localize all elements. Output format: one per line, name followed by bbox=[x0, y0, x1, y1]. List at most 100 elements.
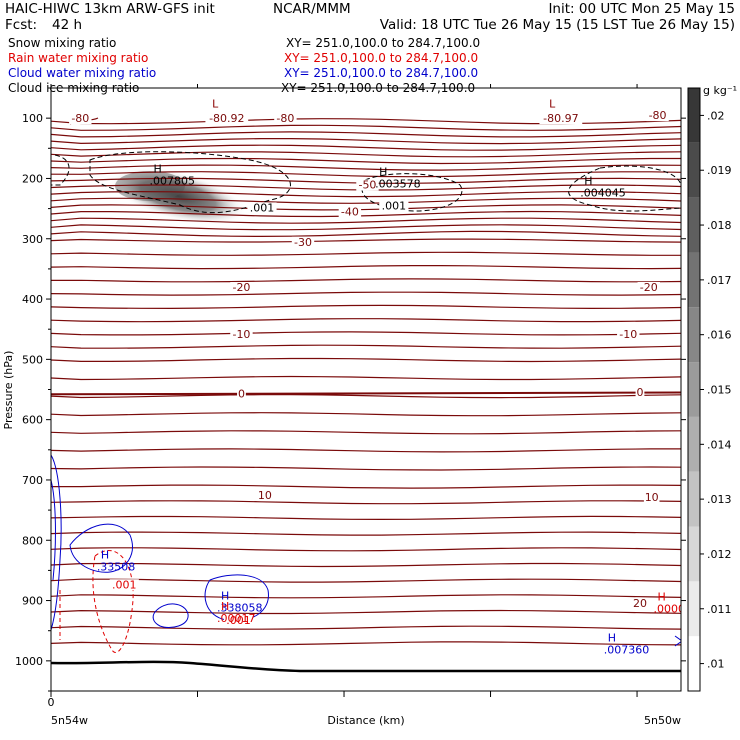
isotherm-line bbox=[51, 138, 681, 145]
isotherm-label-bg bbox=[338, 206, 362, 218]
colorbar-segment bbox=[688, 581, 700, 637]
isotherm-label: -80.92 bbox=[209, 112, 244, 125]
colorbar-segment bbox=[688, 636, 700, 691]
extremum-value: .00017 bbox=[217, 612, 256, 625]
y-tick-label: 900 bbox=[22, 595, 43, 608]
extremum-marker-H: H bbox=[608, 632, 616, 645]
y-axis-label: Pressure (hPa) bbox=[2, 351, 15, 430]
colorbar-unit: g kg⁻¹ bbox=[703, 84, 737, 97]
cloud-water-contour-2 bbox=[51, 479, 56, 581]
contour-value-label: .001 bbox=[250, 201, 275, 214]
extremum-marker-H: H bbox=[221, 600, 229, 613]
rain-water-contours bbox=[59, 550, 134, 653]
isotherm-line bbox=[51, 224, 681, 231]
isotherm-line bbox=[51, 304, 681, 310]
colorbar-tick-label: .014 bbox=[707, 438, 732, 451]
isotherm-line bbox=[51, 238, 681, 243]
snow-shading bbox=[109, 167, 247, 225]
isotherm-label: -80.97 bbox=[543, 112, 578, 125]
isotherm-line bbox=[51, 466, 681, 471]
colorbar-segment bbox=[688, 252, 700, 308]
isotherm-line bbox=[51, 641, 681, 646]
isotherm-label-bg bbox=[635, 386, 645, 398]
isotherm-line bbox=[51, 151, 681, 158]
isotherm-label-bg bbox=[646, 110, 669, 122]
extremum-marker-L: L bbox=[212, 97, 219, 110]
isotherm-line bbox=[51, 171, 681, 178]
contour-value-label: .001 bbox=[382, 200, 407, 213]
header-center: NCAR/MMM bbox=[273, 1, 351, 17]
header-fcst-label: Fcst: bbox=[5, 17, 37, 33]
isotherm-zero bbox=[51, 391, 681, 396]
isotherm-line bbox=[51, 531, 681, 536]
cloud-water-contour-5 bbox=[152, 603, 189, 628]
header-valid: Valid: 18 UTC Tue 26 May 15 (15 LST Tue … bbox=[380, 17, 735, 33]
colorbar-segment bbox=[688, 88, 700, 143]
colorbar-segment bbox=[688, 307, 700, 363]
extremum-value: .33508 bbox=[97, 560, 136, 573]
field-label-cloud-water: Cloud water mixing ratio bbox=[8, 66, 156, 80]
colorbar-segment bbox=[688, 471, 700, 527]
colorbar-segment bbox=[688, 362, 700, 417]
colorbar-tick-label: .015 bbox=[707, 384, 732, 397]
isotherm-label: -20 bbox=[640, 281, 658, 294]
isotherm-line bbox=[51, 164, 681, 171]
cloud-ice-contour-4 bbox=[568, 165, 681, 212]
rain-contour-1 bbox=[92, 550, 134, 653]
extremum-marker-H: H bbox=[584, 174, 592, 187]
isotherm-line bbox=[51, 190, 681, 198]
extremum-marker-H: H bbox=[154, 162, 162, 175]
extremum-value: .003578 bbox=[375, 177, 421, 190]
y-tick-label: 100 bbox=[22, 112, 43, 125]
extremum-value: .004045 bbox=[580, 186, 626, 199]
isotherm-label: -10 bbox=[232, 328, 250, 341]
isotherm-label-bg bbox=[632, 597, 648, 609]
isotherm-label: -80 bbox=[649, 109, 667, 122]
y-tick-label: 500 bbox=[22, 353, 43, 366]
isotherm-label-bg bbox=[230, 281, 253, 293]
colorbar-segment bbox=[688, 142, 700, 198]
isotherm-label: -10 bbox=[619, 328, 637, 341]
contour-value-label: .001 bbox=[112, 578, 137, 591]
header-init: Init: 00 UTC Mon 25 May 15 bbox=[548, 1, 735, 17]
contour-value-label-bg bbox=[247, 202, 277, 214]
isotherm-line bbox=[51, 230, 681, 238]
extremum-value: .007360 bbox=[604, 644, 650, 657]
isotherm-line bbox=[51, 144, 681, 151]
isotherm-line bbox=[51, 412, 681, 417]
extremum-marker-H: H bbox=[658, 591, 666, 604]
colorbar-tick-label: .019 bbox=[707, 164, 732, 177]
isotherm-line bbox=[51, 251, 681, 256]
field-xy-snow: XY= 251.0,100.0 to 284.7,100.0 bbox=[286, 36, 480, 50]
field-label-snow: Snow mixing ratio bbox=[8, 36, 116, 50]
colorbar-tick-label: .016 bbox=[707, 329, 732, 342]
isotherm-line bbox=[51, 430, 681, 435]
cloud-water-contours bbox=[51, 454, 681, 647]
isotherm-label: -30 bbox=[294, 236, 312, 249]
extremum-value: .0000 bbox=[654, 603, 686, 616]
field-xy-cloud-water: XY= 251.0,100.0 to 284.7,100.0 bbox=[284, 66, 478, 80]
extremum-marker-L: L bbox=[549, 97, 556, 110]
contour-labels: -80 -80.92 -80 -80.97 -80 -50 -40 -30 -20 -20 -10 -… bbox=[69, 97, 686, 657]
isotherm-line bbox=[51, 291, 681, 296]
isotherm-label: 10 bbox=[258, 489, 272, 502]
isotherm-line bbox=[51, 217, 681, 224]
colorbar-tick-label: .011 bbox=[707, 603, 732, 616]
isotherm-line bbox=[51, 344, 681, 349]
colorbar-tick-label: .02 bbox=[707, 109, 725, 122]
isotherm-line bbox=[51, 547, 681, 552]
colorbar-tick-label: .017 bbox=[707, 274, 732, 287]
isotherm-line bbox=[51, 177, 681, 184]
isotherm-label-bg bbox=[539, 113, 583, 125]
isotherm-line bbox=[51, 357, 681, 363]
x-endpoint-right: 5n50w bbox=[644, 714, 681, 727]
y-tick-label: 700 bbox=[22, 474, 43, 487]
colorbar-tick-label: .012 bbox=[707, 548, 732, 561]
isotherm-line bbox=[51, 331, 681, 336]
isotherm-line bbox=[51, 609, 681, 615]
isotherm-line bbox=[51, 131, 681, 138]
isotherm-label-bg bbox=[257, 490, 273, 502]
colorbar-tick-label: .018 bbox=[707, 219, 732, 232]
y-tick-label: 200 bbox=[22, 172, 43, 185]
